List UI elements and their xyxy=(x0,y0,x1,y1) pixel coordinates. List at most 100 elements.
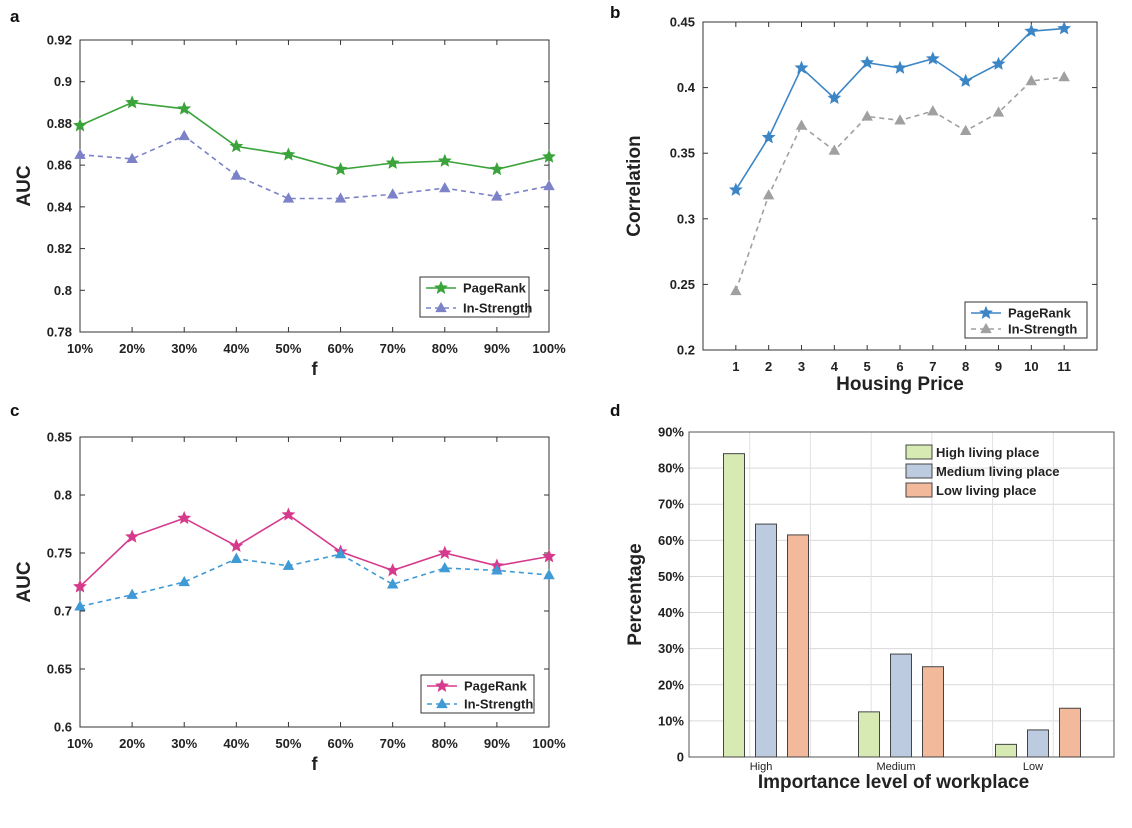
data-point-pagerank xyxy=(489,162,504,176)
data-point-pagerank xyxy=(229,139,244,153)
legend-swatch xyxy=(905,444,933,460)
data-point-pagerank xyxy=(229,538,244,552)
chart-panel-b: 0.2 0.25 0.3 0.35 0.4 0.45 1 2 3 4 5 6 7 8 9 10 11 Housin… xyxy=(624,15,1098,395)
x-tick-label: 9 xyxy=(995,359,1002,374)
x-tick-label: 50% xyxy=(275,736,301,751)
data-point-pagerank xyxy=(125,95,140,109)
data-point-pagerank xyxy=(385,155,400,169)
bar-low-living-place xyxy=(922,666,944,758)
data-point-in-strength xyxy=(1058,70,1070,82)
data-point-pagerank xyxy=(925,51,940,65)
series-line-in-strength xyxy=(735,76,1065,292)
data-point-pagerank xyxy=(125,529,140,543)
y-tick-label: 0.35 xyxy=(670,146,695,161)
x-tick-label: Low xyxy=(1023,761,1043,773)
legend-marker xyxy=(435,678,449,692)
data-point-in-strength xyxy=(992,106,1005,117)
legend-swatch xyxy=(905,482,933,498)
panel-label-b: b xyxy=(610,3,620,22)
y-axis-title: AUC xyxy=(14,561,35,602)
y-tick-label: 0.6 xyxy=(54,720,72,735)
data-point-pagerank xyxy=(177,101,192,115)
y-axis-title: AUC xyxy=(14,165,35,206)
x-tick-label: High xyxy=(750,761,773,773)
bar-high-living-place xyxy=(858,711,880,758)
data-point-pagerank xyxy=(437,153,452,167)
chart-panel-a: 0.78 0.8 0.82 0.84 0.86 0.88 0.9 0.92 10% 20% 30% 4… xyxy=(14,33,566,380)
data-point-pagerank xyxy=(1057,21,1072,35)
y-tick-label: 90% xyxy=(658,425,684,440)
data-point-in-strength xyxy=(178,129,190,141)
y-tick-label: 0 xyxy=(677,750,684,765)
data-point-in-strength xyxy=(861,110,873,121)
legend-marker xyxy=(436,697,448,709)
data-point-in-strength xyxy=(230,552,243,563)
x-axis-title: Housing Price xyxy=(836,374,964,395)
y-tick-label: 0.8 xyxy=(54,488,72,503)
data-point-pagerank xyxy=(542,149,556,163)
x-tick-label: 5 xyxy=(864,359,871,374)
x-tick-label: 3 xyxy=(798,359,805,374)
legend-marker xyxy=(434,280,448,294)
legend-label: Low living place xyxy=(936,483,1036,498)
y-tick-label: 80% xyxy=(658,461,684,476)
y-tick-label: 0.9 xyxy=(54,74,72,89)
x-tick-label: 20% xyxy=(119,341,145,356)
y-axis-title: Percentage xyxy=(625,543,646,645)
y-tick-label: 0.85 xyxy=(47,430,72,445)
x-tick-label: 10% xyxy=(67,736,93,751)
series-line-pagerank xyxy=(735,27,1065,191)
series-line-in-strength xyxy=(79,553,550,608)
y-tick-label: 0.4 xyxy=(677,80,696,95)
data-point-in-strength xyxy=(491,190,503,201)
bar-medium-living-place xyxy=(890,653,912,758)
legend-marker xyxy=(435,301,447,313)
series-line-pagerank xyxy=(79,101,550,171)
data-point-in-strength xyxy=(894,114,906,125)
x-tick-label: 60% xyxy=(328,341,354,356)
data-point-in-strength xyxy=(74,148,86,159)
y-tick-label: 0.65 xyxy=(47,662,72,677)
x-tick-label: 4 xyxy=(831,359,839,374)
data-point-pagerank xyxy=(437,545,452,559)
y-tick-label: 0.25 xyxy=(670,277,695,292)
x-tick-label: 6 xyxy=(896,359,903,374)
x-axis-title: f xyxy=(312,359,319,379)
legend: High living place Medium living place Low … xyxy=(905,444,1060,498)
y-tick-label: 0.86 xyxy=(47,158,72,173)
data-point-in-strength xyxy=(334,192,347,203)
y-tick-label: 0.7 xyxy=(54,604,72,619)
x-tick-label: 10% xyxy=(67,341,93,356)
data-point-in-strength xyxy=(126,152,138,164)
bar-high-living-place xyxy=(723,453,745,758)
data-point-pagerank xyxy=(333,162,348,176)
data-point-in-strength xyxy=(959,124,972,136)
x-tick-label: 30% xyxy=(171,736,197,751)
data-point-in-strength xyxy=(230,169,243,180)
data-point-pagerank xyxy=(728,182,743,196)
data-point-in-strength xyxy=(282,192,295,203)
panel-label-d: d xyxy=(610,401,620,420)
legend-swatch xyxy=(905,463,933,479)
bar-medium-living-place xyxy=(755,523,777,758)
data-point-pagerank xyxy=(860,55,875,69)
legend-marker xyxy=(979,305,993,319)
y-tick-label: 50% xyxy=(658,569,684,584)
data-point-in-strength xyxy=(828,144,841,155)
data-point-in-strength xyxy=(795,119,808,130)
y-tick-label: 60% xyxy=(658,533,684,548)
legend-label: In-Strength xyxy=(1008,322,1077,337)
x-tick-label: 60% xyxy=(328,736,354,751)
x-tick-label: 1 xyxy=(732,359,739,374)
y-axis-title: Correlation xyxy=(624,135,645,236)
y-tick-label: 0.88 xyxy=(47,116,72,131)
data-point-pagerank xyxy=(281,507,296,521)
x-tick-label: 90% xyxy=(484,736,510,751)
y-tick-label: 10% xyxy=(658,713,684,728)
y-tick-label: 0.8 xyxy=(54,283,72,298)
data-point-pagerank xyxy=(73,118,87,132)
data-point-in-strength xyxy=(282,559,295,570)
